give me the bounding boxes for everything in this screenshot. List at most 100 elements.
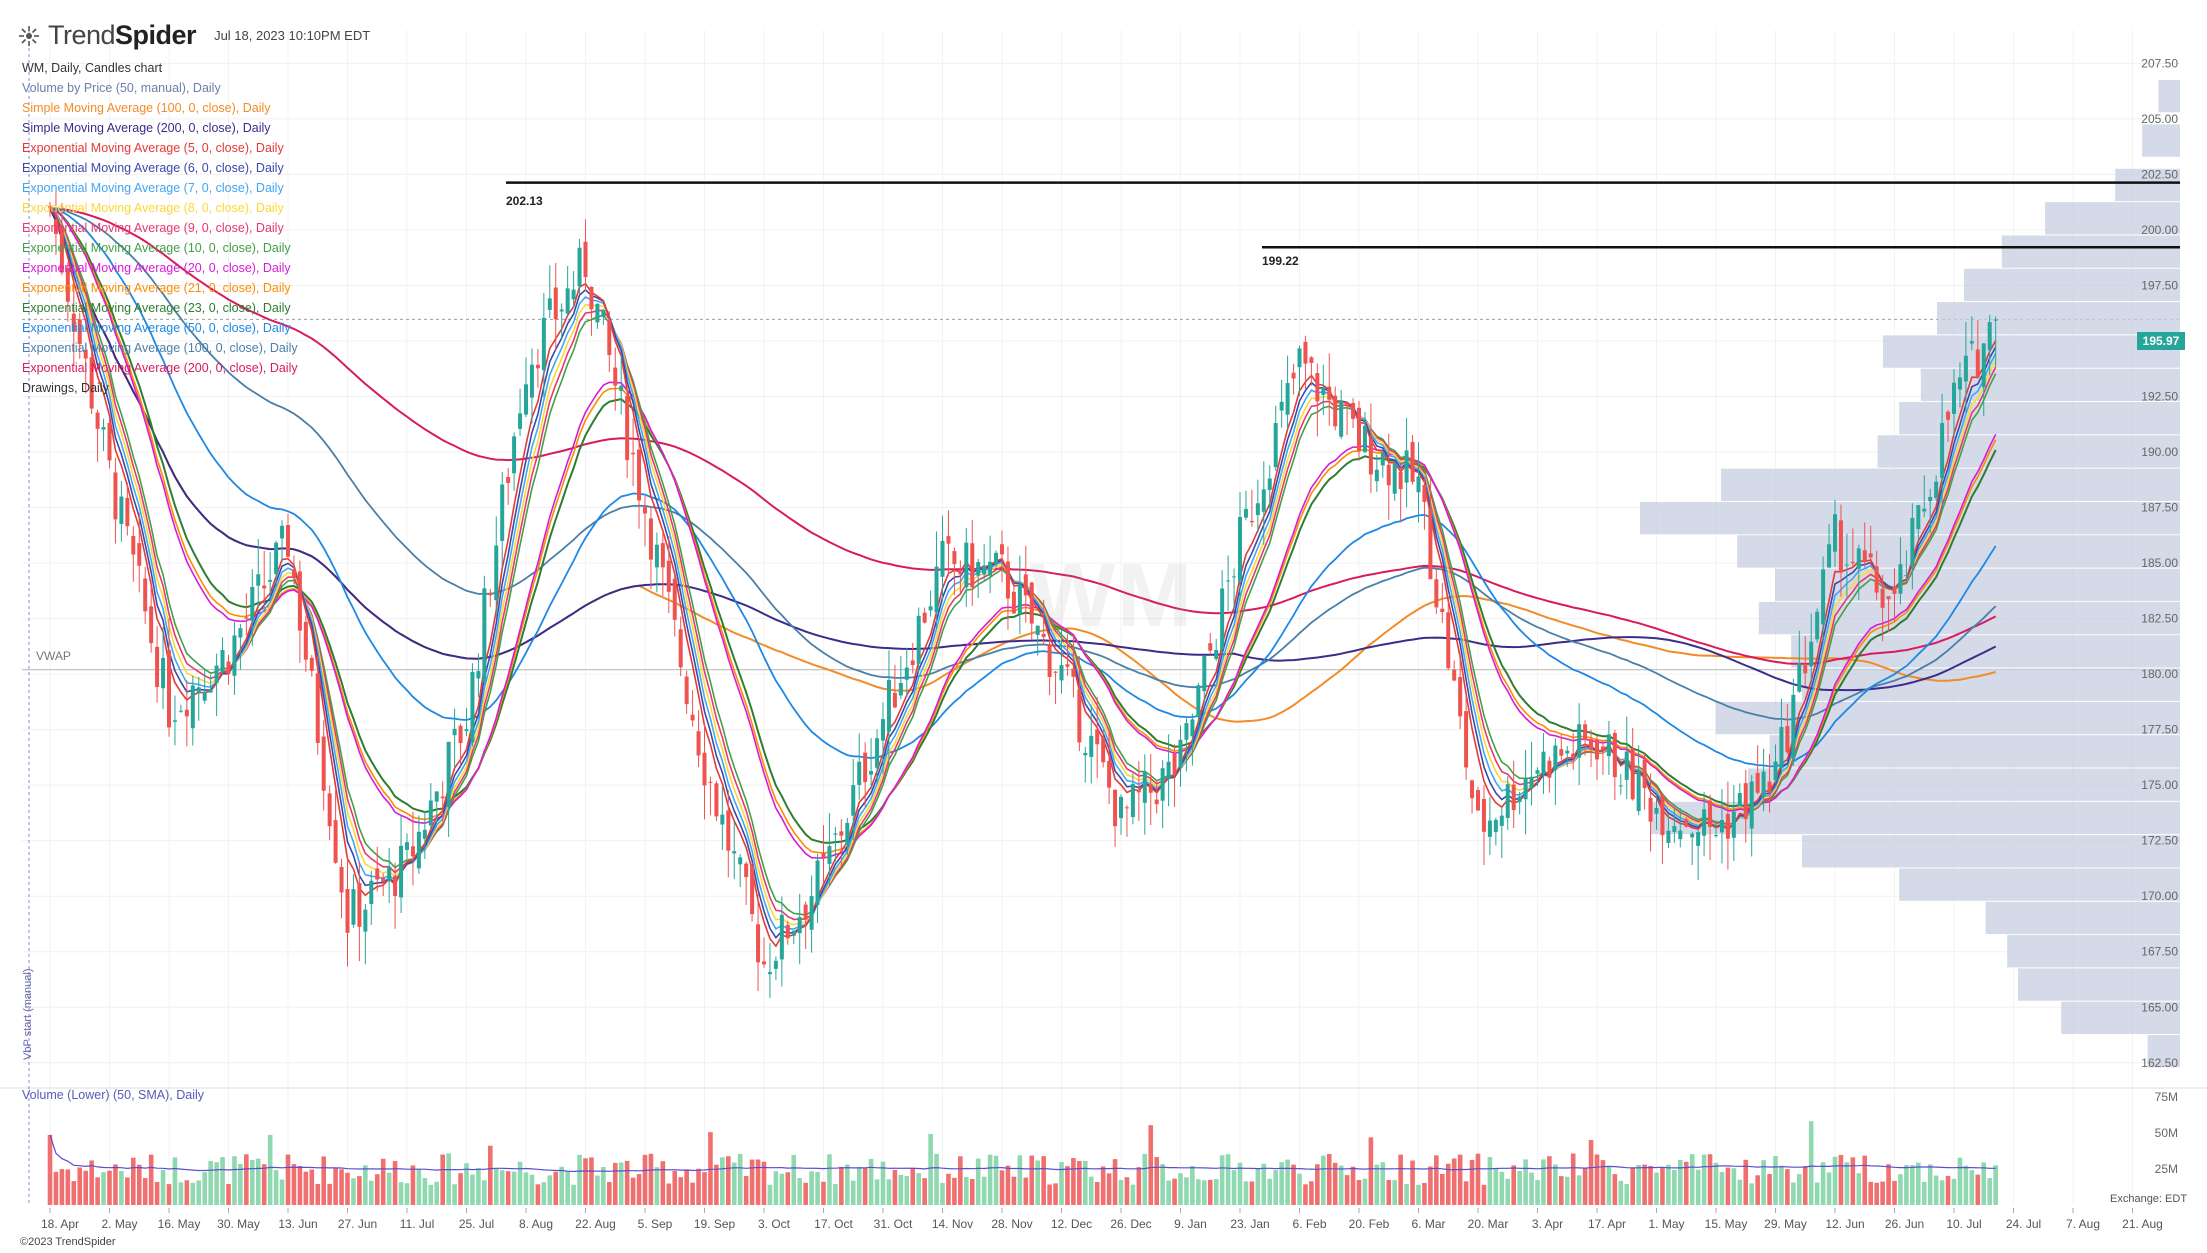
date-tick-label: 3. Apr: [1532, 1217, 1563, 1231]
candle-body: [1660, 794, 1665, 836]
volume-bar: [595, 1175, 600, 1205]
legend-item[interactable]: Drawings, Daily: [22, 381, 109, 395]
date-tick-label: 22. Aug: [575, 1217, 616, 1231]
legend-item[interactable]: Exponential Moving Average (5, 0, close)…: [22, 141, 284, 155]
candle-body: [458, 725, 463, 744]
indicator-legend[interactable]: WM, Daily, Candles chart Volume by Price …: [22, 58, 298, 398]
candle-body: [1428, 509, 1433, 580]
legend-item[interactable]: Exponential Moving Average (100, 0, clos…: [22, 341, 298, 355]
volume-bar: [1160, 1163, 1165, 1205]
volume-bar: [862, 1167, 868, 1205]
volume-bar: [1678, 1160, 1683, 1205]
candle-body: [71, 313, 76, 332]
price-tick-label: 200.00: [2141, 223, 2178, 237]
legend-item[interactable]: Volume by Price (50, manual), Daily: [22, 81, 221, 95]
candle-body: [643, 507, 647, 514]
candle-body: [958, 572, 963, 575]
legend-item[interactable]: Exponential Moving Average (200, 0, clos…: [22, 361, 298, 375]
legend-item[interactable]: Exponential Moving Average (7, 0, close)…: [22, 181, 284, 195]
legend-item[interactable]: WM, Daily, Candles chart: [22, 61, 163, 75]
vbp-bar: [2045, 202, 2180, 235]
volume-bar: [958, 1156, 963, 1205]
candle-body: [1856, 548, 1861, 569]
candle-body: [773, 960, 778, 969]
volume-bar: [315, 1184, 321, 1205]
volume-bar: [916, 1173, 921, 1205]
volume-bar: [767, 1184, 773, 1205]
legend-item[interactable]: Exponential Moving Average (10, 0, close…: [22, 241, 291, 255]
candle-body: [274, 542, 279, 575]
legend-item[interactable]: Exponential Moving Average (23, 0, close…: [22, 301, 291, 315]
volume-bar: [1814, 1182, 1820, 1205]
legend-item[interactable]: Exponential Moving Average (8, 0, close)…: [22, 201, 284, 215]
volume-bar: [1755, 1175, 1760, 1205]
price-tick-label: 192.50: [2141, 389, 2178, 403]
candle-body: [524, 384, 528, 415]
exchange-timezone: Exchange: EDT: [2110, 1193, 2188, 1205]
candle-body: [1481, 798, 1486, 832]
candle-body: [1916, 505, 1921, 530]
candle-body: [256, 574, 261, 586]
volume-bar: [737, 1153, 743, 1205]
candle-body: [1553, 745, 1558, 771]
volume-bar: [291, 1164, 297, 1205]
volume-bar: [1493, 1168, 1499, 1205]
candle-body: [268, 579, 273, 582]
candle-body: [1190, 719, 1195, 737]
legend-item[interactable]: Exponential Moving Average (50, 0, close…: [22, 321, 291, 335]
volume-bar: [363, 1165, 368, 1205]
volume-bar: [1785, 1169, 1790, 1205]
volume-bar: [369, 1180, 374, 1205]
volume-bar: [964, 1176, 969, 1205]
volume-bar: [856, 1166, 862, 1205]
candle-body: [1987, 322, 1992, 351]
candle-body: [535, 364, 540, 369]
volume-bar: [160, 1170, 166, 1205]
candle-body: [833, 833, 838, 835]
candle-body: [898, 682, 903, 696]
candle-body: [607, 320, 612, 356]
date-tick-label: 14. Nov: [932, 1217, 973, 1231]
volume-bar: [999, 1170, 1005, 1205]
volume-bar: [1035, 1160, 1040, 1205]
volume-bar: [1683, 1161, 1689, 1205]
volume-bar: [1802, 1166, 1808, 1205]
volume-bar: [345, 1172, 350, 1205]
volume-indicator-label[interactable]: Volume (Lower) (50, SMA), Daily: [22, 1088, 205, 1102]
volume-bar: [571, 1184, 576, 1205]
legend-item[interactable]: Exponential Moving Average (21, 0, close…: [22, 281, 291, 295]
date-tick-label: 1. May: [1648, 1217, 1684, 1231]
price-tick-label: 190.00: [2141, 445, 2178, 459]
candle-body: [1446, 612, 1451, 669]
candle-body: [1993, 319, 1998, 321]
candle-body: [857, 761, 862, 786]
candle-body: [964, 542, 969, 588]
volume-bar: [666, 1183, 672, 1205]
volume-bar: [1255, 1168, 1261, 1205]
candle-body: [666, 560, 671, 592]
volume-bar: [1136, 1167, 1142, 1205]
legend-item[interactable]: Simple Moving Average (100, 0, close), D…: [22, 101, 271, 115]
volume-bar: [1904, 1165, 1909, 1205]
legend-item[interactable]: Exponential Moving Average (6, 0, close)…: [22, 161, 284, 175]
candle-body: [428, 800, 433, 826]
volume-bar: [607, 1181, 612, 1205]
legend-item[interactable]: Exponential Moving Average (9, 0, close)…: [22, 221, 284, 235]
volume-bar: [1392, 1180, 1397, 1205]
date-tick-label: 10. Jul: [1946, 1217, 1981, 1231]
candle-body: [83, 349, 88, 359]
volume-bar: [1005, 1165, 1011, 1205]
volume-bar: [476, 1168, 481, 1205]
candle-body: [1529, 776, 1534, 789]
volume-bar: [1428, 1166, 1433, 1205]
date-tick-label: 15. May: [1705, 1217, 1748, 1231]
legend-item[interactable]: Simple Moving Average (200, 0, close), D…: [22, 121, 271, 135]
candle-body: [916, 615, 921, 664]
volume-bar: [1916, 1162, 1921, 1205]
candle-body: [1392, 463, 1397, 494]
legend-item[interactable]: Exponential Moving Average (20, 0, close…: [22, 261, 291, 275]
candle-body: [1011, 591, 1016, 614]
volume-bar: [398, 1182, 404, 1205]
volume-bar: [993, 1155, 999, 1205]
